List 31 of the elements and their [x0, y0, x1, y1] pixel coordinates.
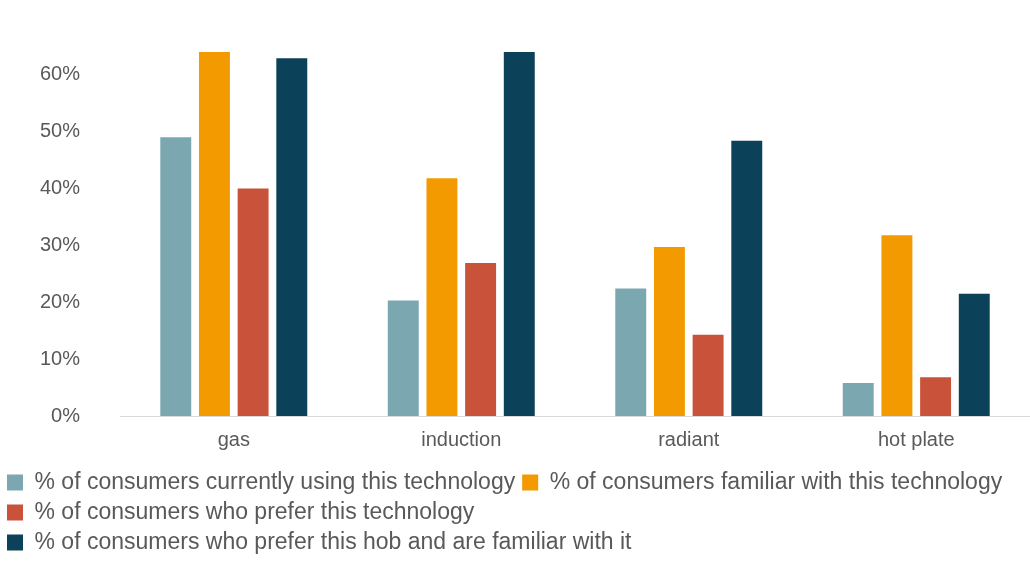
y-tick-label: 0% — [51, 403, 81, 426]
y-tick-label: 30% — [40, 232, 81, 255]
bar — [198, 52, 230, 416]
bar — [237, 188, 269, 416]
bar — [731, 140, 763, 416]
bar — [387, 300, 419, 416]
x-tick-label: gas — [217, 427, 250, 450]
bar — [653, 247, 685, 416]
y-tick-label: 40% — [40, 176, 81, 199]
bar — [958, 293, 990, 416]
bar — [842, 383, 874, 416]
legend-label: % of consumers currently using this technology — [34, 467, 516, 494]
bar — [426, 178, 458, 416]
y-tick-label: 60% — [40, 62, 81, 85]
y-tick-label: 20% — [40, 289, 81, 312]
bar — [920, 377, 952, 416]
bar — [465, 263, 497, 416]
bar — [276, 58, 308, 416]
bar — [503, 52, 535, 416]
x-tick-label: radiant — [658, 427, 720, 450]
x-tick-label: induction — [421, 427, 502, 450]
bar — [160, 137, 192, 416]
legend-label: % of consumers who prefer this hob and are familiar with it — [34, 527, 633, 554]
legend-label: % of consumers who prefer this technology — [34, 497, 475, 524]
bar — [692, 334, 724, 416]
bar — [615, 288, 647, 416]
x-tick-label: hot plate — [877, 427, 955, 450]
bar — [881, 235, 913, 416]
y-tick-label: 10% — [40, 346, 81, 369]
y-tick-label: 50% — [40, 119, 81, 142]
legend-label: % of consumers familiar with this technology — [549, 467, 1003, 494]
